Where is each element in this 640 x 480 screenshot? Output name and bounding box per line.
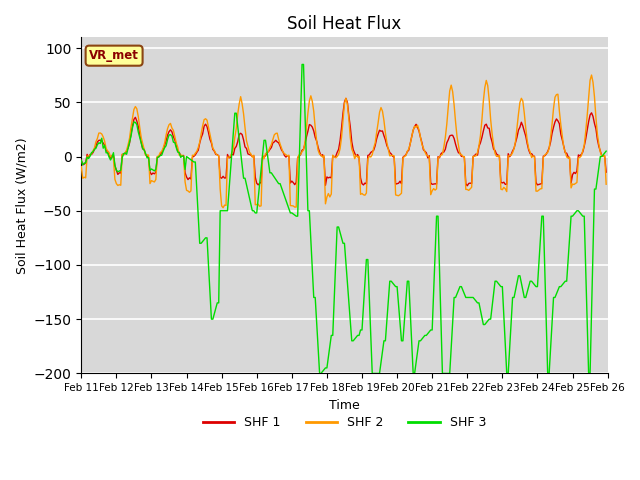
- Y-axis label: Soil Heat Flux (W/m2): Soil Heat Flux (W/m2): [15, 137, 28, 274]
- X-axis label: Time: Time: [329, 398, 360, 412]
- Text: VR_met: VR_met: [89, 49, 139, 62]
- Title: Soil Heat Flux: Soil Heat Flux: [287, 15, 401, 33]
- Legend: SHF 1, SHF 2, SHF 3: SHF 1, SHF 2, SHF 3: [198, 411, 491, 434]
